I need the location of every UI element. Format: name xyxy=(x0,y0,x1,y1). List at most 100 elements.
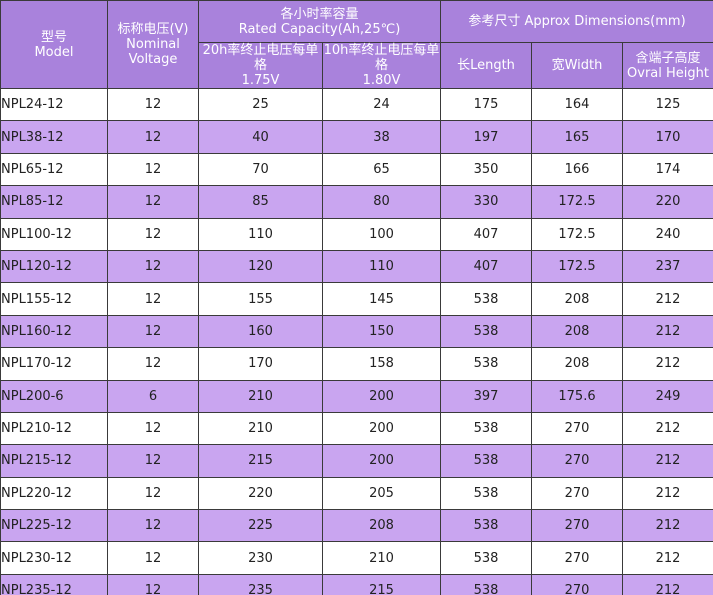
table-row: NPL24-12 12 25 24 175 164 125 xyxy=(0,87,713,122)
header-cell: 20h率终止电压每单格 1.75V xyxy=(198,42,323,89)
value-cell: 270 xyxy=(531,476,623,511)
table-row: NPL160-12 12 160 150 538 208 212 xyxy=(0,314,713,349)
value-cell: 208 xyxy=(531,314,623,349)
value-cell: 220 xyxy=(621,185,713,219)
value-cell: 212 xyxy=(621,541,713,575)
value-cell: 212 xyxy=(621,444,713,478)
value-cell: 237 xyxy=(621,249,713,284)
header-cell: 标称电压(V) Nominal Voltage xyxy=(107,0,199,89)
value-cell: 538 xyxy=(440,476,532,511)
value-cell: 397 xyxy=(440,379,532,413)
value-cell: 175 xyxy=(440,87,532,122)
header-cell: 各小时率容量 Rated Capacity(Ah,25℃) xyxy=(198,0,441,43)
value-cell: 225 xyxy=(198,509,323,543)
model-cell: NPL210-12 xyxy=(0,411,108,446)
value-cell: 24 xyxy=(322,87,441,122)
value-cell: 270 xyxy=(531,541,623,575)
header-text: 含端子高度 xyxy=(635,50,701,66)
header-text: 20h率终止电压每单格 xyxy=(202,43,319,73)
value-cell: 175.6 xyxy=(531,379,623,413)
header-cell: 含端子高度 Ovral Height xyxy=(621,42,713,89)
model-cell: NPL230-12 xyxy=(0,541,108,575)
value-cell: 12 xyxy=(107,476,199,511)
value-cell: 110 xyxy=(322,249,441,284)
value-cell: 172.5 xyxy=(531,249,623,284)
table-row: NPL230-12 12 230 210 538 270 212 xyxy=(0,541,713,575)
value-cell: 212 xyxy=(621,282,713,316)
value-cell: 12 xyxy=(107,541,199,575)
value-cell: 172.5 xyxy=(531,217,623,251)
table-row: NPL38-12 12 40 38 197 165 170 xyxy=(0,120,713,154)
model-cell: NPL225-12 xyxy=(0,509,108,543)
value-cell: 70 xyxy=(198,152,323,187)
value-cell: 164 xyxy=(531,87,623,122)
value-cell: 220 xyxy=(198,476,323,511)
header-text: 1.75V xyxy=(241,73,280,88)
value-cell: 538 xyxy=(440,347,532,381)
value-cell: 12 xyxy=(107,120,199,154)
model-cell: NPL24-12 xyxy=(0,87,108,122)
value-cell: 65 xyxy=(322,152,441,187)
value-cell: 407 xyxy=(440,217,532,251)
header-cell: 型号 Model xyxy=(0,0,108,89)
header-text: 各小时率容量 xyxy=(280,6,359,22)
header-text: Model xyxy=(34,44,74,60)
value-cell: 215 xyxy=(198,444,323,478)
table-row: NPL220-12 12 220 205 538 270 212 xyxy=(0,476,713,511)
value-cell: 12 xyxy=(107,87,199,122)
value-cell: 174 xyxy=(621,152,713,187)
value-cell: 120 xyxy=(198,249,323,284)
model-cell: NPL170-12 xyxy=(0,347,108,381)
value-cell: 40 xyxy=(198,120,323,154)
model-cell: NPL155-12 xyxy=(0,282,108,316)
value-cell: 80 xyxy=(322,185,441,219)
value-cell: 240 xyxy=(621,217,713,251)
value-cell: 170 xyxy=(198,347,323,381)
value-cell: 210 xyxy=(198,379,323,413)
value-cell: 145 xyxy=(322,282,441,316)
value-cell: 12 xyxy=(107,509,199,543)
table-row: NPL155-12 12 155 145 538 208 212 xyxy=(0,282,713,316)
value-cell: 38 xyxy=(322,120,441,154)
value-cell: 166 xyxy=(531,152,623,187)
value-cell: 270 xyxy=(531,444,623,478)
value-cell: 172.5 xyxy=(531,185,623,219)
value-cell: 200 xyxy=(322,379,441,413)
table-body: NPL24-12 12 25 24 175 164 125 NPL38-12 12 40 38 197… xyxy=(0,87,713,595)
header-text: Ovral Height xyxy=(627,65,709,81)
value-cell: 100 xyxy=(322,217,441,251)
value-cell: 12 xyxy=(107,573,199,595)
table-row: NPL215-12 12 215 200 538 270 212 xyxy=(0,444,713,478)
value-cell: 249 xyxy=(621,379,713,413)
value-cell: 12 xyxy=(107,347,199,381)
model-cell: NPL38-12 xyxy=(0,120,108,154)
value-cell: 210 xyxy=(322,541,441,575)
value-cell: 270 xyxy=(531,509,623,543)
value-cell: 538 xyxy=(440,411,532,446)
value-cell: 212 xyxy=(621,314,713,349)
value-cell: 12 xyxy=(107,411,199,446)
header-text: 宽Width xyxy=(551,58,603,73)
header-text: 长Length xyxy=(457,58,515,73)
model-cell: NPL120-12 xyxy=(0,249,108,284)
value-cell: 125 xyxy=(621,87,713,122)
table-row: NPL65-12 12 70 65 350 166 174 xyxy=(0,152,713,187)
value-cell: 170 xyxy=(621,120,713,154)
value-cell: 200 xyxy=(322,411,441,446)
model-cell: NPL215-12 xyxy=(0,444,108,478)
header-cell: 宽Width xyxy=(531,42,623,89)
model-cell: NPL100-12 xyxy=(0,217,108,251)
value-cell: 208 xyxy=(531,347,623,381)
model-cell: NPL235-12 xyxy=(0,573,108,595)
table-row: NPL235-12 12 235 215 538 270 212 xyxy=(0,573,713,595)
value-cell: 235 xyxy=(198,573,323,595)
value-cell: 12 xyxy=(107,152,199,187)
value-cell: 12 xyxy=(107,249,199,284)
table-row: NPL200-6 6 210 200 397 175.6 249 xyxy=(0,379,713,413)
value-cell: 110 xyxy=(198,217,323,251)
value-cell: 12 xyxy=(107,314,199,349)
value-cell: 330 xyxy=(440,185,532,219)
header-text: 1.80V xyxy=(362,73,401,88)
value-cell: 205 xyxy=(322,476,441,511)
